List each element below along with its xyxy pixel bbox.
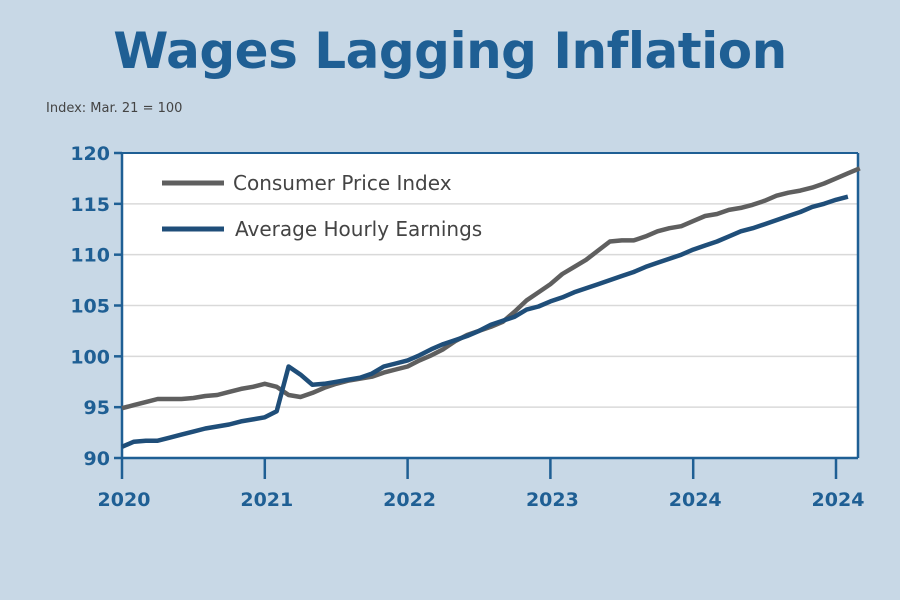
x-tick-label: 2024 — [669, 489, 722, 511]
x-tick-label: 2023 — [526, 489, 579, 511]
y-tick-label: 115 — [70, 194, 110, 216]
legend: Consumer Price Index Average Hourly Earn… — [162, 171, 482, 241]
chart-title: Wages Lagging Inflation — [113, 22, 787, 80]
y-tick-label: 95 — [84, 397, 110, 419]
legend-label-cpi: Consumer Price Index — [233, 171, 452, 195]
y-tick-label: 90 — [84, 448, 110, 470]
series-line-ahe — [121, 194, 849, 449]
chart-subtitle: Index: Mar. 21 = 100 — [46, 101, 183, 116]
x-tick-label: 2022 — [383, 489, 436, 511]
x-tick-label: 2021 — [240, 489, 293, 511]
legend-label-ahe: Average Hourly Earnings — [235, 217, 482, 241]
y-tick-label: 120 — [70, 143, 110, 165]
y-tick-label: 105 — [70, 296, 110, 318]
x-tick-label: 2024 — [812, 489, 865, 511]
x-tick-label: 2020 — [98, 489, 151, 511]
y-tick-label: 100 — [70, 346, 110, 368]
y-tick-label: 110 — [70, 245, 110, 267]
